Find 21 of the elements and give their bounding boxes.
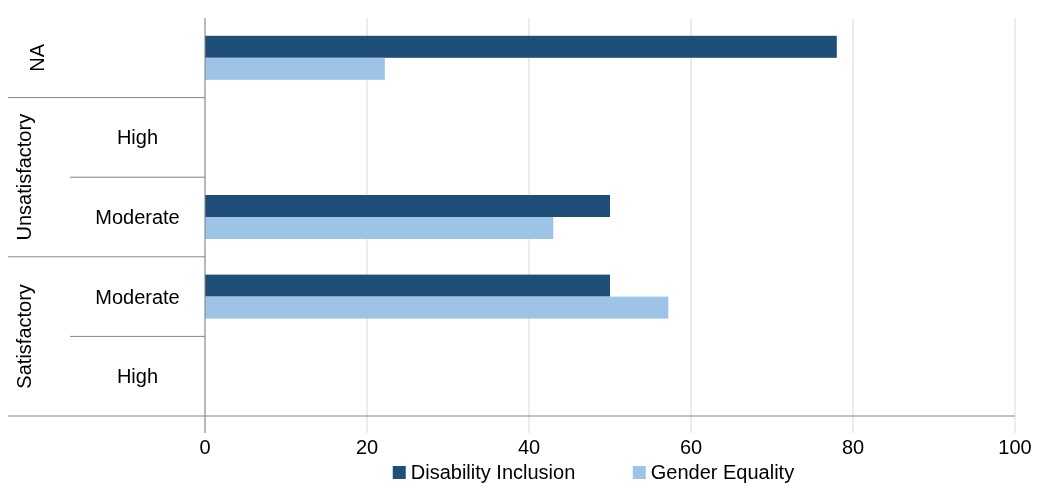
y-tick-label: High [116,365,159,388]
legend-label: Disability Inclusion [410,461,576,483]
y-tick-label: Moderate [95,285,180,308]
x-tick-label: 20 [355,436,379,458]
bar [205,57,385,80]
text: Satisfactory [13,284,35,389]
x-tick-label: 60 [679,436,703,458]
bar [205,274,610,297]
legend-label: Gender Equality [650,461,795,483]
x-tick-label: 0 [199,436,211,458]
x-tick-label: 40 [517,436,541,458]
bar [205,296,669,319]
y-tick-label: Moderate [95,206,180,228]
bar [205,195,610,217]
text: Unsatisfactory [13,113,35,241]
y-tick-label: High [116,126,159,149]
text: NA [26,43,48,72]
bar [205,35,837,58]
bar [205,217,554,239]
x-tick-label: 100 [998,436,1032,458]
x-tick-label: 80 [841,436,865,458]
